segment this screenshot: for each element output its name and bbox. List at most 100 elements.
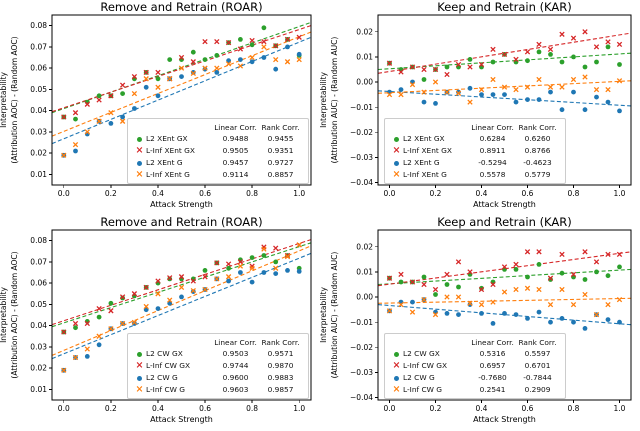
data-point [605, 273, 611, 279]
data-point [444, 71, 450, 78]
x-marker-icon: × [392, 360, 401, 371]
data-point [559, 286, 565, 293]
data-point [582, 29, 588, 35]
legend-rank-corr: -0.4623 [523, 158, 552, 168]
data-point [84, 354, 90, 359]
data-point [501, 51, 508, 58]
data-point [226, 278, 232, 284]
data-point [167, 76, 173, 82]
data-point [594, 59, 599, 65]
data-point [296, 242, 302, 248]
legend-header-linear: Linear Corr. [214, 122, 257, 132]
data-point [61, 367, 67, 373]
x-tick-label: 0.4 [152, 404, 164, 413]
legend-series-label: L-Inf XEnt GX [403, 146, 452, 156]
legend-header-linear: Linear Corr. [471, 122, 514, 132]
data-point [190, 70, 196, 77]
data-point [190, 278, 196, 284]
data-point [386, 60, 393, 66]
x-marker-icon: × [392, 169, 401, 180]
plot-border [51, 14, 312, 186]
series-l-inf-xent-g [61, 44, 302, 158]
series-l-inf-xent-gx [386, 29, 623, 78]
x-tick-label: 0.4 [476, 189, 488, 198]
data-point [547, 301, 554, 308]
legend-row-l2-xent-g: L2 XEnt G 0.9457 0.9727 [133, 157, 303, 169]
data-point [605, 39, 611, 45]
x-tick-label: 0.2 [105, 404, 117, 413]
circle-marker-icon [133, 375, 146, 381]
data-point [421, 296, 427, 303]
x-tick-label: 1.0 [614, 404, 626, 413]
chart-svg-roar-xent: 0.0 0.2 0.4 0.6 0.8 1.0 0.01 0.02 0.03 0.04 0.05 0.… [0, 0, 312, 209]
data-point [421, 89, 427, 95]
data-point [226, 265, 232, 271]
legend-rank-corr: 0.9883 [267, 373, 294, 383]
x-tick-label: 0.2 [105, 189, 117, 198]
x-marker-icon: × [392, 145, 401, 156]
legend-row-l-inf-cw-g: × L-Inf CW G 0.9603 0.9857 [133, 384, 303, 396]
axes [375, 14, 632, 188]
trend-line-l2-cw-gx [377, 268, 632, 286]
data-point [72, 320, 79, 327]
data-point [502, 311, 507, 316]
data-point [467, 302, 473, 307]
legend-row-l2-cw-gx: L2 CW GX 0.9503 0.9571 [133, 348, 303, 360]
data-point [616, 78, 623, 84]
series-l-inf-xent-gx [61, 34, 302, 120]
data-point [593, 259, 600, 265]
legend-header-rank: Rank Corr. [261, 337, 300, 347]
legend-linear-corr: 0.9114 [222, 170, 249, 180]
data-point [108, 110, 114, 116]
y-tick-label: 0.02 [30, 364, 47, 373]
legend-header-rank: Rank Corr. [518, 337, 557, 347]
data-point [132, 321, 137, 326]
data-point [570, 271, 577, 278]
trend-line-l2-cw-g [377, 304, 632, 326]
data-point [444, 64, 450, 70]
data-point [501, 264, 508, 270]
data-point [155, 278, 161, 284]
data-point [119, 320, 126, 327]
y-tick-label: −0.04 [350, 178, 373, 187]
trend-line-l-inf-xent-g [377, 80, 632, 94]
data-point [490, 76, 496, 83]
data-point [536, 309, 542, 315]
legend-linear-corr: 0.6957 [479, 361, 506, 371]
data-point [455, 294, 462, 300]
data-point [582, 64, 588, 70]
x-marker-icon: × [135, 360, 144, 371]
legend-series-label: L-Inf CW GX [146, 361, 191, 371]
data-point [96, 93, 102, 99]
data-point [119, 294, 126, 300]
data-point [617, 319, 622, 325]
data-point [61, 329, 67, 335]
data-point [432, 79, 439, 85]
data-point [444, 271, 450, 278]
data-point [490, 281, 496, 288]
data-point [96, 314, 102, 320]
data-point [548, 277, 553, 282]
data-point [249, 279, 255, 285]
data-point [261, 253, 267, 258]
data-point [536, 262, 542, 267]
trend-lines [377, 251, 632, 326]
legend-rank-corr: 0.9351 [267, 146, 294, 156]
data-point [525, 316, 530, 321]
trend-line-l2-cw-g [51, 252, 312, 360]
data-point [120, 91, 125, 96]
x-tick-label: 0.0 [384, 189, 396, 198]
y-tick-label: 0.06 [30, 279, 47, 288]
data-point [214, 53, 220, 58]
data-point [548, 319, 553, 325]
data-point [84, 346, 90, 352]
data-point [284, 36, 291, 43]
chart-title: Keep and Retrain (KAR) [437, 0, 572, 14]
data-point [456, 89, 461, 95]
data-point [190, 70, 196, 75]
circle-marker-icon [133, 160, 146, 166]
data-point [261, 55, 267, 60]
data-point [444, 89, 450, 95]
data-point [605, 99, 611, 105]
x-marker-icon: × [135, 384, 144, 395]
